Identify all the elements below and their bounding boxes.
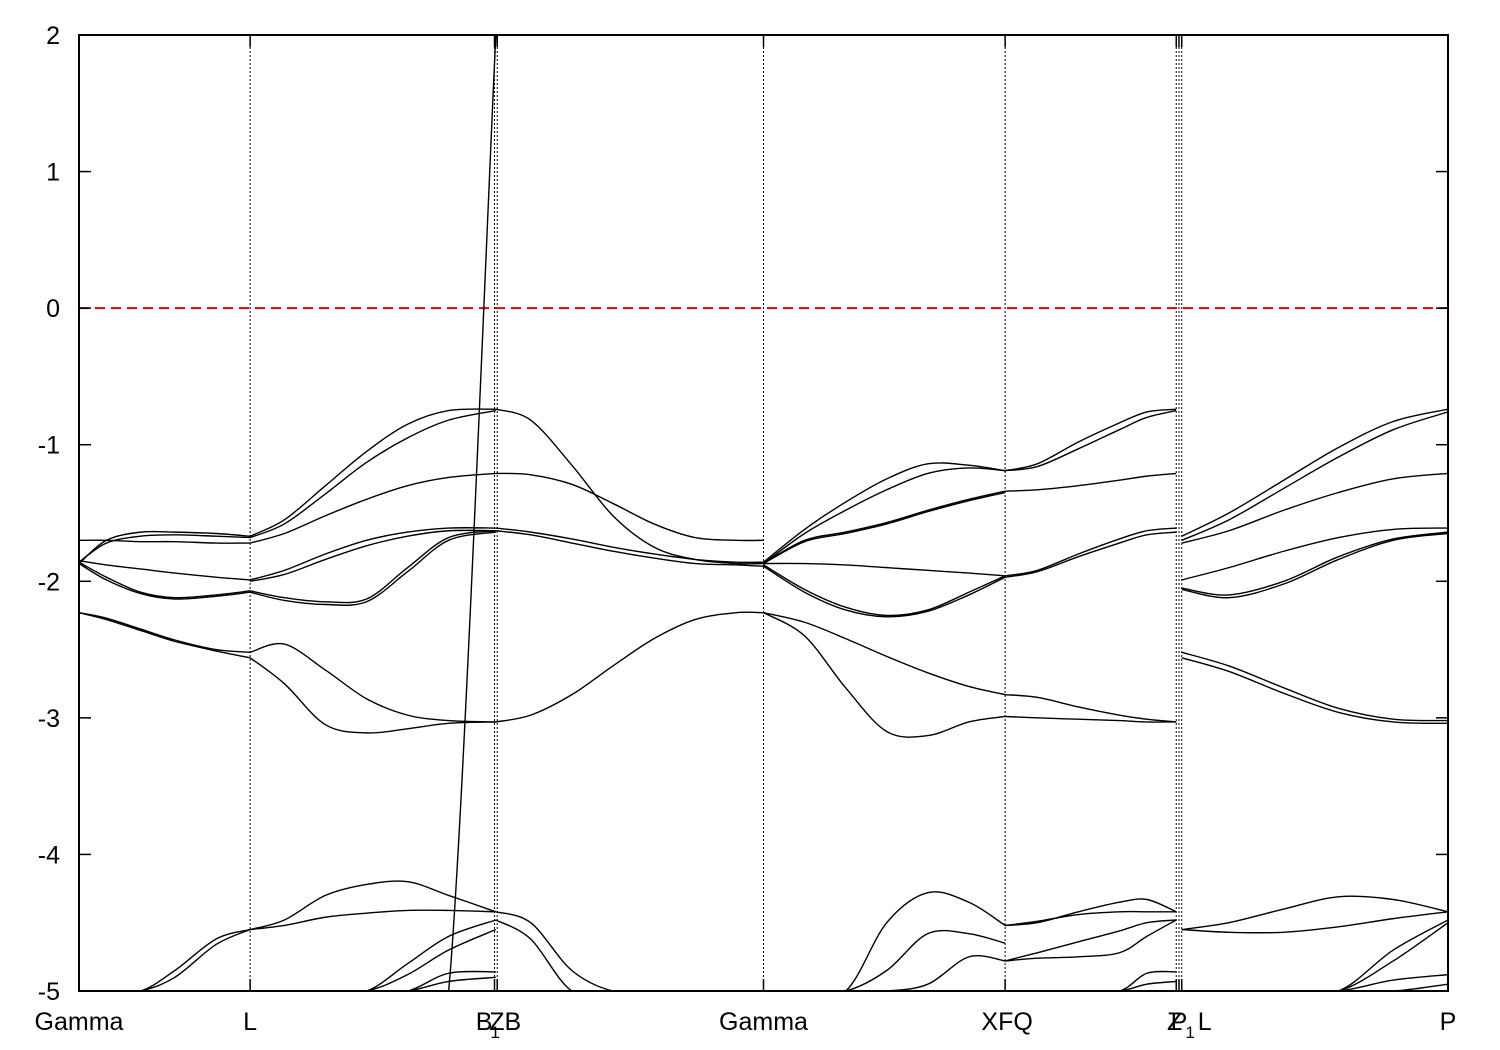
band-line-s1-b12 [250, 928, 497, 991]
y-tick-label-5: -3 [38, 705, 60, 733]
band-line-s0-b1 [79, 534, 251, 563]
plot-frame [78, 34, 1449, 992]
kpoint-label-5: XFQ [981, 1008, 1032, 1036]
band-line-s5-b6 [1181, 651, 1448, 722]
band-line-s1-b8 [249, 657, 496, 734]
band-line-s2-b3 [495, 530, 764, 567]
band-line-s0-b5 [79, 562, 251, 600]
band-line-s1-b6 [249, 531, 496, 606]
band-line-s0-b6 [79, 612, 251, 653]
band-line-s4-b10 [1005, 919, 1177, 962]
band-line-s0-b9 [79, 928, 251, 991]
band-line-s1-b11 [250, 919, 497, 991]
band-line-s4-b3 [1005, 527, 1177, 577]
y-tick-label-3: -1 [38, 432, 60, 460]
band-line-s5-b0 [1181, 408, 1448, 537]
band-line-s1-b1 [249, 409, 496, 539]
kpoint-label-6: Z [1167, 1008, 1182, 1036]
band-line-s4-b9 [1004, 919, 1177, 962]
band-line-s3-b6 [763, 565, 1006, 618]
band-line-s0-b4 [79, 561, 251, 599]
band-line-s3-b9 [763, 891, 1006, 991]
band-line-s5-b3 [1181, 527, 1448, 581]
band-line-s4-b6 [1005, 715, 1177, 723]
band-line-s1-b2 [249, 472, 496, 544]
kpoint-label-3: ZB [489, 1008, 521, 1036]
band-line-s1-b15 [250, 35, 497, 991]
band-line-s5-b12 [1181, 973, 1448, 991]
y-tick-label-6: -4 [38, 841, 60, 869]
band-line-s4-b1 [1005, 409, 1177, 472]
band-line-s0-b3 [79, 560, 251, 581]
band-line-s3-b0 [763, 462, 1006, 563]
band-line-s4-b12 [1005, 980, 1177, 991]
band-line-s5-b11 [1181, 922, 1448, 991]
band-line-s0-b2 [79, 539, 251, 544]
band-line-s4-b0 [1004, 408, 1177, 472]
y-tick-label-7: -5 [38, 978, 60, 1006]
band-line-s1-b3 [249, 527, 496, 581]
band-line-s3-b10 [763, 929, 1006, 991]
y-tick-label-0: 2 [46, 22, 60, 50]
band-line-s5-b2 [1181, 472, 1448, 544]
y-tick-label-1: 1 [46, 159, 60, 187]
kpoint-label-7: P [1171, 1008, 1188, 1036]
band-line-s1-b0 [249, 408, 496, 537]
kpoint-label-8: L [1198, 1008, 1212, 1036]
band-line-s1-b7 [249, 642, 496, 723]
band-line-s3-b3 [763, 491, 1006, 565]
kpoint-label-9: P [1440, 1008, 1457, 1036]
band-curves [79, 35, 1448, 991]
band-line-s1-b4 [249, 529, 496, 582]
band-line-s4-b5 [1005, 693, 1177, 723]
y-tick-label-4: -2 [38, 568, 60, 596]
band-line-s4-b4 [1005, 531, 1177, 578]
band-line-s0-b0 [79, 530, 251, 565]
band-line-s5-b1 [1181, 411, 1448, 541]
band-line-s2-b1 [495, 472, 764, 542]
band-line-s2-b6 [495, 919, 764, 991]
y-axis-ticks: 2 1 0 -1 -2 -3 -4 -5 [38, 22, 1448, 1006]
kpoint-divider-lines [249, 35, 1183, 991]
band-line-s3-b4 [763, 562, 1006, 577]
kpoint-sublabel-7: 1 [1185, 1023, 1194, 1042]
band-line-s1-b9 [249, 880, 497, 931]
band-line-s5-b8 [1181, 895, 1448, 931]
band-line-s3-b7 [763, 612, 1006, 696]
band-line-s1-b5 [249, 530, 496, 604]
band-line-s5-b10 [1181, 919, 1448, 991]
band-line-s3-b2 [763, 490, 1006, 565]
band-line-s1-b14 [250, 976, 496, 991]
band-line-s5-b5 [1181, 532, 1448, 599]
band-line-s4-b7 [1005, 898, 1177, 927]
y-tick-label-2: 0 [46, 295, 60, 323]
band-line-s2-b0 [495, 408, 764, 565]
band-line-s2-b2 [495, 527, 764, 564]
band-line-s2-b5 [495, 911, 764, 991]
band-line-s1-b10 [250, 909, 496, 931]
band-line-s5-b7 [1181, 657, 1448, 725]
band-line-s0-b8 [79, 928, 251, 991]
band-line-s5-b4 [1181, 531, 1448, 596]
band-line-s2-b4 [495, 611, 764, 723]
band-line-s4-b11 [1005, 970, 1177, 991]
kpoint-sublabel-2: 1 [490, 1023, 499, 1042]
band-line-s3-b8 [763, 612, 1006, 738]
kpoint-label-0: Gamma [35, 1008, 124, 1036]
kpoint-label-4: Gamma [719, 1008, 808, 1036]
kpoint-label-2: B [476, 1008, 493, 1036]
band-line-s0-b7 [79, 612, 251, 659]
kpoint-label-1: L [243, 1008, 257, 1036]
band-line-s3-b1 [763, 467, 1006, 565]
band-line-s4-b8 [1005, 910, 1177, 927]
band-line-s5-b9 [1181, 911, 1448, 934]
band-line-s4-b2 [1005, 472, 1177, 492]
band-line-s1-b13 [250, 970, 496, 991]
band-line-s3-b5 [763, 564, 1006, 617]
band-line-s3-b11 [763, 955, 1006, 991]
